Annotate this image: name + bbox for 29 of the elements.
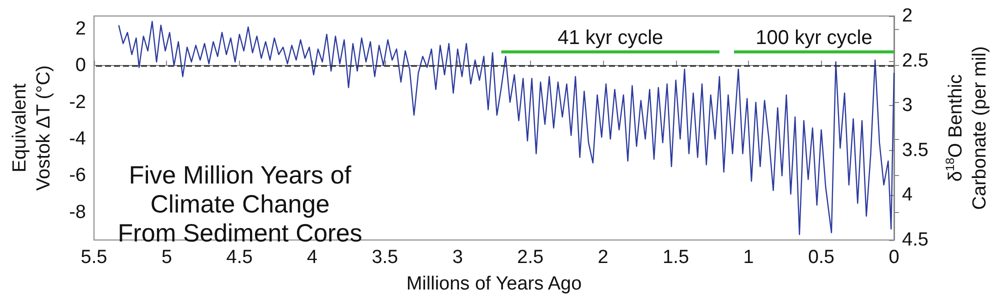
y-axis-title: Equivalent Vostok ΔT (°C) xyxy=(10,65,54,191)
x-tick-label: 2.5 xyxy=(517,247,544,268)
x-tick-label: 1 xyxy=(743,247,754,268)
x-axis-title: Millions of Years Ago xyxy=(406,274,582,294)
y2-tick-label: 4 xyxy=(902,184,913,206)
y-tick-label: 0 xyxy=(75,55,86,76)
y2-tick-label: 2.5 xyxy=(902,50,928,72)
y2-tick-label: 3.5 xyxy=(902,140,928,161)
x-tick-label: 0 xyxy=(888,247,900,268)
y2-tick-label: 3 xyxy=(902,95,913,116)
x-tick-label: 5.5 xyxy=(80,247,108,268)
x-tick-label: 0.5 xyxy=(808,247,834,268)
y2-tick-label: 4.5 xyxy=(902,230,928,250)
text: Five Million Years of Climate Change From Sediment Cores xyxy=(118,162,362,248)
y-tick-label: -2 xyxy=(69,92,86,113)
x-tick-label: 4.5 xyxy=(226,247,253,268)
y-tick-label: -4 xyxy=(69,128,86,150)
x-tick-label: 4 xyxy=(306,247,318,268)
y2-tick-label: 2 xyxy=(902,6,913,26)
x-tick-label: 3 xyxy=(452,247,463,268)
y-tick-label: -8 xyxy=(69,202,86,223)
x-tick-label: 2 xyxy=(598,247,608,268)
x-tick-label: 5 xyxy=(161,247,172,268)
y-tick-label: 2 xyxy=(75,18,86,40)
series-label: 100 kyr cycle xyxy=(756,26,872,49)
y-tick-label: -6 xyxy=(69,165,86,186)
x-tick-label: 1.5 xyxy=(662,247,690,268)
x-tick-label: 3.5 xyxy=(372,247,398,268)
series-label: 41 kyr cycle xyxy=(558,26,664,49)
